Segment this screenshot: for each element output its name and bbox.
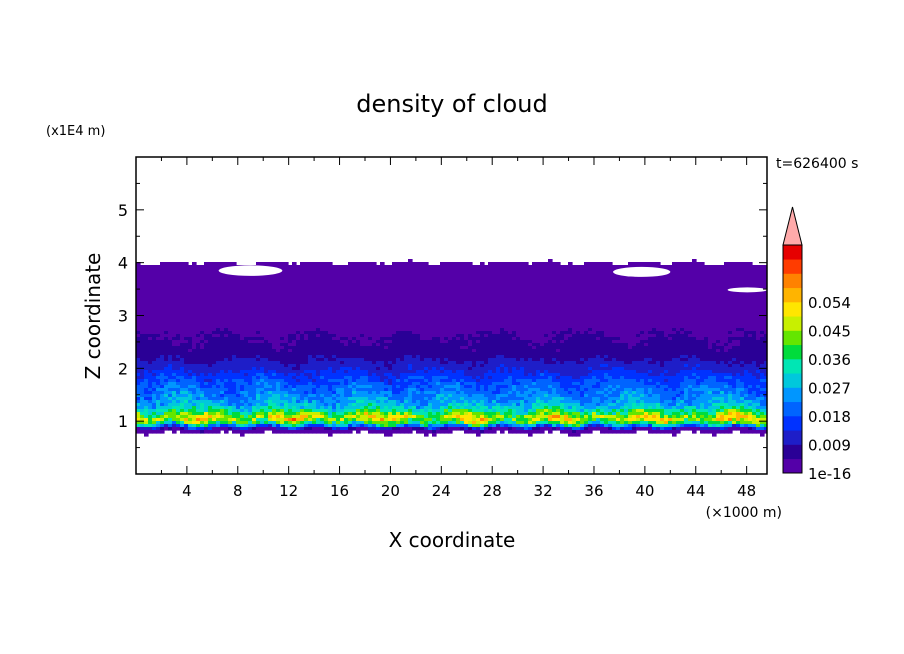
x-tick-label: 20 [381,482,400,500]
colorbar-segment [783,245,802,260]
cloud-gaps [218,265,767,293]
density-field [136,259,767,437]
y-axis-label: Z coordinate [81,253,105,380]
x-unit-label: (×1000 m) [706,505,782,521]
colorbar-tick-label: 1e-16 [808,465,851,483]
y-tick-label: 3 [118,307,128,326]
x-tick-label: 44 [686,482,705,500]
x-tick-label: 4 [182,482,192,500]
colorbar-segment [783,259,802,274]
colorbar-segment [783,302,802,317]
colorbar-segment [783,316,802,331]
colorbar-segment [783,458,802,474]
y-unit-label: (x1E4 m) [46,124,105,139]
x-tick-label: 8 [233,482,243,500]
x-axis: 4 8 12 16 20 24 28 32 36 40 44 48 [160,157,756,500]
colorbar-tick-label: 0.027 [808,380,851,398]
colorbar-tick-label: 0.018 [808,408,851,426]
x-tick-label: 48 [737,482,756,500]
colorbar-segment [783,273,802,289]
colorbar-segment [783,430,802,445]
x-axis-label: X coordinate [389,528,516,552]
y-tick-label: 5 [118,201,128,220]
y-tick-label: 4 [118,254,128,273]
colorbar-segment [783,401,802,417]
colorbar: 1e-16 0.009 0.018 0.027 0.036 0.045 0.054 [782,206,851,483]
colorbar-tick-label: 0.036 [808,351,851,369]
colorbar-tick-label: 0.009 [808,437,851,455]
colorbar-segment [783,330,802,346]
colorbar-segment [783,359,802,374]
y-axis: 1 2 3 4 5 [118,182,767,449]
x-tick-label: 12 [279,482,298,500]
colorbar-segment [783,287,802,303]
colorbar-segment [783,444,802,460]
colorbar-tick-label: 0.045 [808,323,851,341]
colorbar-segment [783,387,802,403]
colorbar-segment [783,416,802,431]
x-tick-label: 32 [534,482,553,500]
x-tick-label: 36 [584,482,603,500]
chart-title: density of cloud [356,90,547,118]
plot-area [136,259,767,437]
x-tick-label: 28 [483,482,502,500]
y-tick-label: 2 [118,359,128,378]
x-tick-label: 40 [635,482,654,500]
colorbar-segment [783,344,802,360]
y-tick-label: 1 [118,412,128,431]
colorbar-tick-label: 0.054 [808,294,851,312]
time-label: t=626400 s [776,156,858,172]
colorbar-extend [782,206,803,246]
x-tick-label: 16 [330,482,349,500]
colorbar-segment [783,373,802,388]
x-tick-label: 24 [432,482,451,500]
